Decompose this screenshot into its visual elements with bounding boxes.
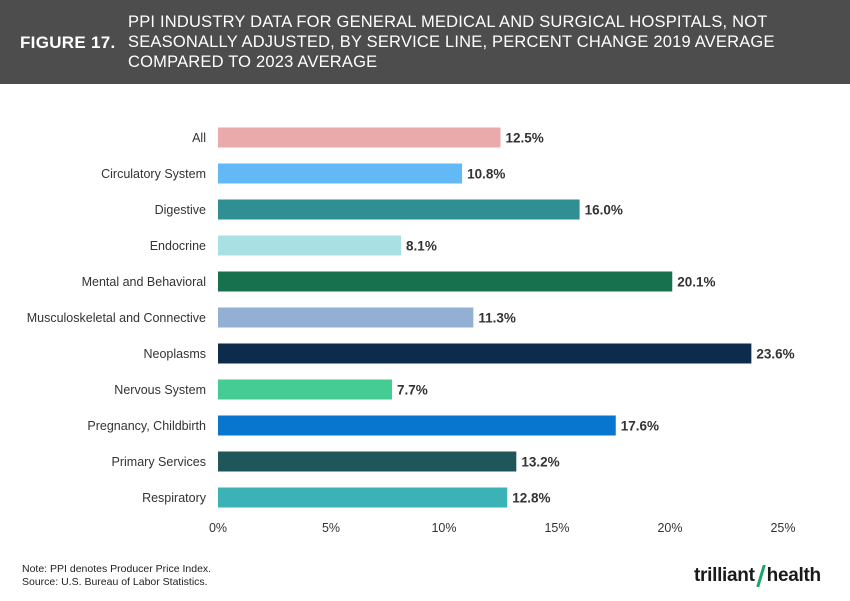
figure-label: FIGURE 17. xyxy=(20,33,116,52)
bar xyxy=(218,127,501,148)
footnote: Note: PPI denotes Producer Price Index. … xyxy=(22,563,211,589)
bar xyxy=(218,487,508,508)
value-label: 17.6% xyxy=(621,419,659,434)
category-label: Circulatory System xyxy=(101,167,206,181)
bar xyxy=(218,451,517,472)
bar xyxy=(218,379,393,400)
value-label: 12.5% xyxy=(506,131,544,146)
category-label: Nervous System xyxy=(114,383,206,397)
source-text: Source: U.S. Bureau of Labor Statistics. xyxy=(22,576,208,588)
category-label: Neoplasms xyxy=(143,347,206,361)
category-label: Endocrine xyxy=(150,239,206,253)
figure-title: PPI INDUSTRY DATA FOR GENERAL MEDICAL AN… xyxy=(128,13,775,71)
category-label: Primary Services xyxy=(112,455,206,469)
bars-layer: All 12.5% Circulatory System 10.8% Digestive… xyxy=(27,127,795,508)
category-label: Respiratory xyxy=(142,491,207,505)
x-tick-label: 25% xyxy=(770,521,795,535)
x-tick-label: 5% xyxy=(322,521,340,535)
note-text: Note: PPI denotes Producer Price Index. xyxy=(22,563,212,575)
x-tick-label: 15% xyxy=(544,521,569,535)
bar xyxy=(218,307,474,328)
x-tick-label: 20% xyxy=(657,521,682,535)
bar xyxy=(218,271,673,292)
value-label: 16.0% xyxy=(585,203,623,218)
category-label: Digestive xyxy=(155,203,206,217)
value-label: 8.1% xyxy=(406,239,437,254)
x-tick-label: 0% xyxy=(209,521,227,535)
x-tick-label: 10% xyxy=(431,521,456,535)
value-label: 11.3% xyxy=(478,311,516,326)
bar xyxy=(218,235,402,256)
bar xyxy=(218,163,463,184)
category-label: All xyxy=(192,131,206,145)
category-label: Musculoskeletal and Connective xyxy=(27,311,206,325)
value-label: 12.8% xyxy=(512,491,550,506)
bar xyxy=(218,199,580,220)
bar xyxy=(218,343,752,364)
figure-header: FIGURE 17. PPI INDUSTRY DATA FOR GENERAL… xyxy=(0,0,850,84)
category-label: Pregnancy, Childbirth xyxy=(87,419,206,433)
bar xyxy=(218,415,616,436)
logo-text-right: health xyxy=(766,565,821,586)
bar-chart: All 12.5% Circulatory System 10.8% Digestive… xyxy=(27,127,796,535)
logo-text-left: trilliant xyxy=(694,565,755,586)
value-label: 23.6% xyxy=(756,347,794,362)
trilliant-health-logo: trilliant health xyxy=(694,565,821,587)
value-label: 13.2% xyxy=(521,455,559,470)
value-label: 10.8% xyxy=(467,167,505,182)
value-label: 7.7% xyxy=(397,383,428,398)
value-label: 20.1% xyxy=(677,275,715,290)
category-label: Mental and Behavioral xyxy=(82,275,206,289)
x-axis: 0% 5% 10% 15% 20% 25% xyxy=(209,521,796,535)
logo-slash-icon xyxy=(756,565,766,587)
